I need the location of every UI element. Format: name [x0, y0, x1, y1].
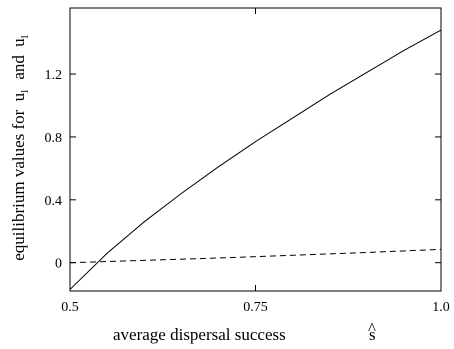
y-axis-symbol-2: u: [9, 38, 28, 47]
series: [69, 29, 442, 290]
tick-labels: 0.5 0.75 1.0 0 0.4 0.8 1.2: [45, 68, 450, 315]
ticks: [69, 8, 442, 291]
y-tick-label: 0.8: [45, 131, 63, 146]
x-tick-label: 0.5: [61, 300, 79, 315]
x-axis-label: average dispersal success: [113, 325, 286, 344]
y-axis-and: and: [9, 55, 28, 80]
x-tick-label: 0.75: [243, 300, 268, 315]
svg-text:equilibrium values for u: equilibrium values for ul and ul: [9, 35, 32, 261]
x-axis-hat: ^: [368, 319, 376, 338]
solid-series-line: [69, 29, 442, 290]
y-axis-subscript-1: l: [19, 90, 31, 93]
x-tick-label: 1.0: [432, 300, 450, 315]
dashed-series-line: [69, 248, 442, 264]
y-tick-label: 0.4: [45, 194, 63, 209]
y-tick-label: 1.2: [45, 68, 63, 83]
y-tick-label: 0: [55, 257, 62, 272]
y-axis-subscript-2: l: [19, 35, 31, 38]
y-axis-symbol-1: u: [9, 92, 28, 101]
y-axis-label: equilibrium values for ul and ul: [9, 35, 32, 261]
y-axis-label-text: equilibrium values for: [9, 109, 28, 260]
x-axis-symbol: s: [369, 325, 376, 344]
plot-frame: [69, 7, 442, 292]
